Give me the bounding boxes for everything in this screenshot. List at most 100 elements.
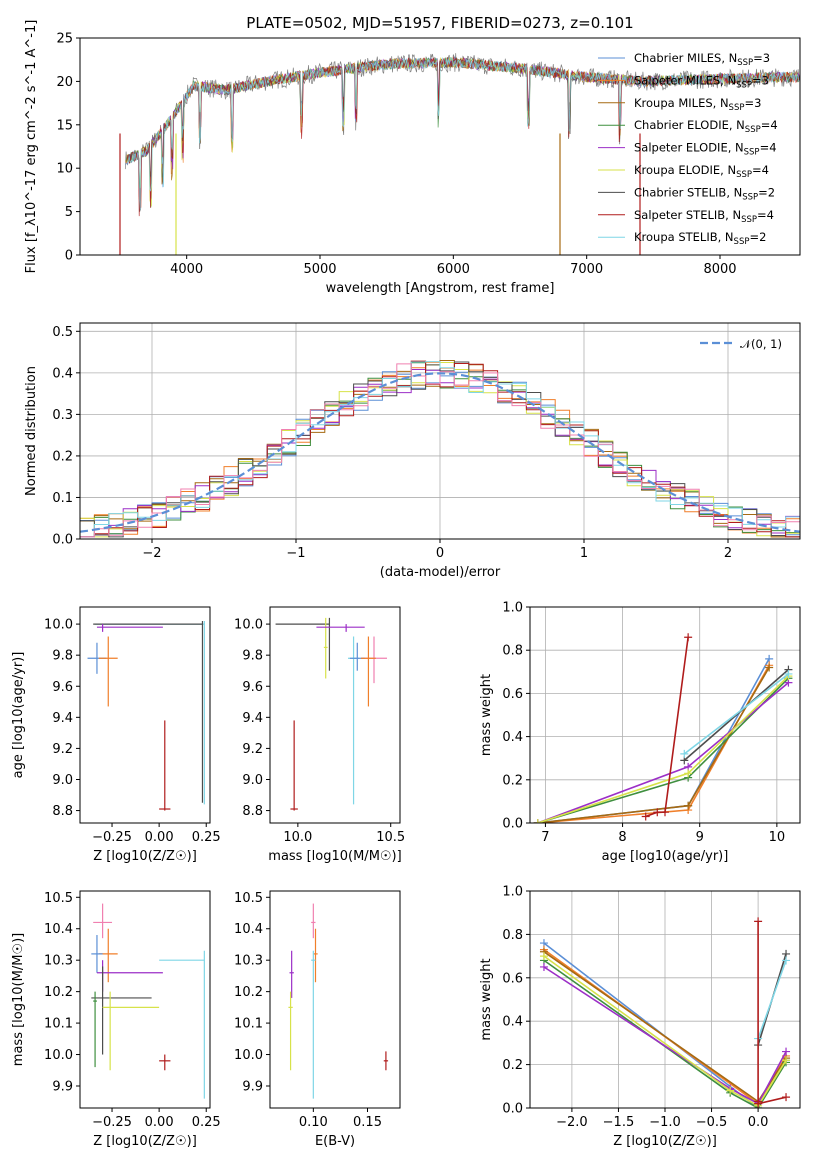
legend-text: Salpeter STELIB, N	[634, 208, 741, 222]
axes-frame	[79, 37, 801, 256]
residual-histogram	[80, 360, 800, 538]
legend-subscript: SSP	[741, 215, 757, 225]
y-tick-label: 9.8	[52, 649, 73, 664]
y-tick-label: 0	[65, 249, 73, 264]
legend-text: =4	[757, 208, 774, 222]
legend-text: Salpeter ELODIE, N	[634, 141, 744, 155]
axes-frame	[79, 322, 801, 540]
mass-weight-line	[683, 668, 789, 762]
chart-1: 4000 5000 6000 7000 8000 0 5 10 15 20 25 wavelength…	[24, 20, 801, 296]
data-point-marker	[680, 749, 689, 758]
y-tick-label: 10.1	[44, 1017, 73, 1032]
residual-histogram	[80, 363, 800, 538]
data-point-marker	[661, 808, 669, 817]
plot-area	[119, 53, 800, 255]
x-tick-label: −0.5	[696, 1115, 728, 1130]
mass-weight-line	[543, 955, 787, 1107]
chart-5: 7 8 9 10 0.0 0.2 0.4 0.6 0.8 1.0 age [log10(age/yr…	[479, 601, 801, 864]
legend-text: =4	[752, 163, 769, 177]
legend-entry: Kroupa STELIB, NSSP=2	[634, 230, 766, 247]
data-point-marker	[754, 917, 763, 926]
x-tick-label: 0.0	[748, 1115, 769, 1130]
y-tick-label: 0.6	[502, 971, 523, 986]
y-tick-label: 0.1	[52, 491, 73, 506]
y-tick-label: 0.5	[52, 325, 73, 340]
x-axis-label: mass [log10(M/M☉)]	[268, 849, 401, 864]
mass-weight-line	[543, 966, 787, 1105]
data-point-marker	[754, 1099, 763, 1108]
y-axis-label: age [log10(age/yr)]	[11, 652, 26, 779]
axes-frame	[269, 606, 401, 824]
y-tick-label: 0.3	[52, 408, 73, 423]
data-point-marker	[684, 769, 693, 778]
legend-entry: Salpeter ELODIE, NSSP=4	[634, 141, 777, 158]
axes-frame	[269, 890, 401, 1109]
x-tick-label: 6000	[437, 262, 470, 277]
y-tick-label: 0.0	[502, 817, 523, 832]
legend-subscript: SSP	[745, 125, 761, 135]
y-tick-label: 20	[56, 75, 73, 90]
mass-weight-line	[537, 667, 770, 823]
model-spectrum	[127, 56, 800, 210]
legend-entry: 𝒩(0, 1)	[740, 337, 782, 351]
x-tick-label: 8	[618, 830, 626, 845]
legend-entry: Salpeter MILES, NSSP=3	[634, 73, 769, 90]
x-tick-label: −2	[142, 546, 161, 561]
y-tick-label: 9.6	[52, 680, 73, 695]
y-tick-label: 15	[56, 118, 73, 133]
y-tick-label: 0.4	[502, 730, 523, 745]
chart-2: −2 −1 0 1 2 0.0 0.1 0.2 0.3 0.4 0.5 (data-model)/er…	[24, 322, 801, 580]
y-tick-label: 10.0	[234, 1048, 263, 1063]
x-axis-label: age [log10(age/yr)]	[602, 849, 729, 864]
x-axis-label: Z [log10(Z/Z☉)]	[613, 1134, 717, 1149]
legend-entry: Chabrier ELODIE, NSSP=4	[634, 118, 778, 135]
legend-entry: Chabrier MILES, NSSP=3	[634, 51, 770, 68]
residual-histogram	[80, 361, 800, 538]
x-tick-label: 0.00	[145, 1115, 174, 1130]
legend-text: =3	[744, 96, 761, 110]
y-tick-label: 8.8	[242, 804, 263, 819]
y-axis-label: Normed distribution	[24, 366, 39, 496]
legend-entry: Salpeter STELIB, NSSP=4	[634, 208, 774, 225]
legend-text: =2	[749, 230, 766, 244]
y-tick-label: 0.2	[502, 773, 523, 788]
legend-text: =4	[760, 141, 777, 155]
data-point-marker	[782, 1056, 791, 1065]
y-tick-label: 25	[56, 32, 73, 47]
data-point-marker	[653, 808, 662, 817]
y-tick-label: 0.8	[502, 644, 523, 659]
legend-subscript: SSP	[737, 58, 753, 68]
plot-area	[91, 903, 205, 1099]
mass-weight-line	[543, 959, 787, 1108]
plot-area	[87, 620, 205, 811]
y-tick-label: 8.8	[52, 804, 73, 819]
y-tick-label: 0.4	[502, 1015, 523, 1030]
y-tick-label: 10.0	[44, 1048, 73, 1063]
figure-title: PLATE=0502, MJD=51957, FIBERID=0273, z=0…	[246, 14, 633, 32]
chart-6: −0.25 0.00 0.25 9.9 10.0 10.1 10.2 10.3 10.4 10.5…	[11, 890, 221, 1149]
mass-weight-line	[757, 960, 787, 1039]
x-axis-label: Z [log10(Z/Z☉)]	[93, 849, 197, 864]
legend-text: =3	[753, 51, 770, 65]
y-tick-label: 9.2	[242, 742, 263, 757]
y-tick-label: 10.2	[44, 985, 73, 1000]
y-tick-label: 10.0	[234, 618, 263, 633]
data-point-marker	[784, 669, 793, 678]
x-tick-label: −1.0	[649, 1115, 681, 1130]
y-tick-label: 0.0	[502, 1102, 523, 1117]
legend-entry: Chabrier STELIB, NSSP=2	[634, 185, 775, 202]
x-tick-label: 10.0	[283, 830, 312, 845]
y-tick-label: 0.2	[502, 1058, 523, 1073]
legend-text: Salpeter MILES, N	[634, 73, 736, 87]
legend-subscript: SSP	[729, 103, 745, 113]
legend-text: =2	[758, 185, 775, 199]
x-tick-label: 7000	[570, 262, 603, 277]
data-point-marker	[782, 956, 791, 965]
y-tick-label: 10.4	[44, 922, 73, 937]
x-tick-label: −1.5	[603, 1115, 635, 1130]
legend-text: Kroupa ELODIE, N	[634, 163, 736, 177]
axes-frame	[529, 606, 801, 824]
gaussian-curve	[80, 372, 800, 533]
y-tick-label: 1.0	[502, 885, 523, 900]
x-tick-label: 2	[724, 546, 732, 561]
